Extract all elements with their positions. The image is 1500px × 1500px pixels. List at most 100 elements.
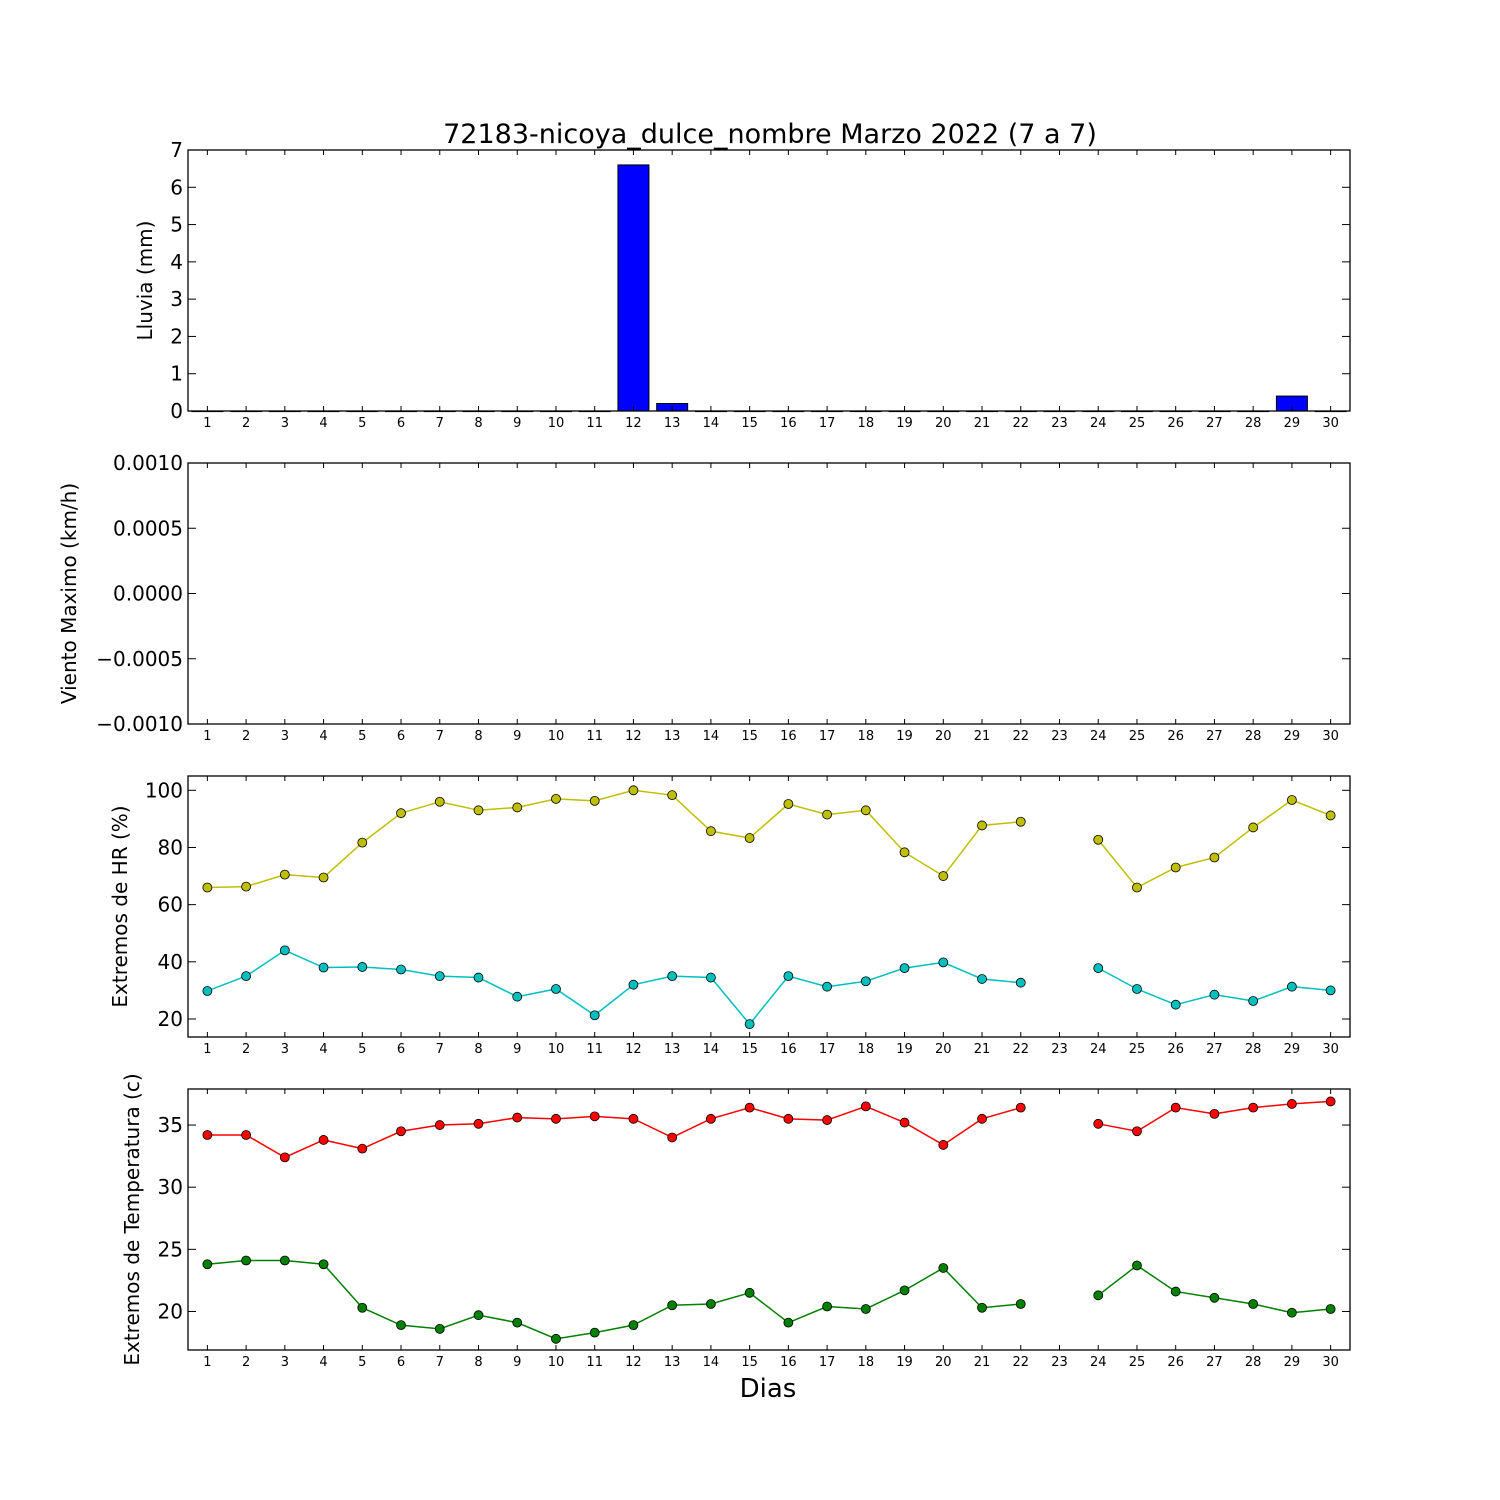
series-0-point-day-25 (1132, 1126, 1142, 1137)
x-tick-label: 22 (1012, 1042, 1029, 1057)
x-tick-label: 19 (896, 1042, 913, 1057)
x-tick-label: 1 (203, 1355, 211, 1370)
y-tick-label: 30 (158, 1175, 183, 1199)
x-tick-label: 23 (1051, 1042, 1068, 1057)
series-0-point-day-30 (1325, 810, 1336, 821)
series-0-point-day-2 (241, 1130, 252, 1140)
x-tick-label: 6 (397, 1355, 405, 1370)
series-1-point-day-18 (860, 1304, 871, 1314)
series-0-point-day-22 (1015, 816, 1026, 827)
x-tick-label: 9 (513, 416, 521, 431)
x-tick-label: 13 (664, 1355, 681, 1370)
series-0-point-day-13 (667, 1132, 678, 1143)
series-1-point-day-7 (434, 1323, 445, 1334)
series-1-point-day-10 (551, 1333, 561, 1344)
y-tick-label: 1 (170, 362, 183, 386)
series-0-point-day-29 (1287, 1099, 1297, 1109)
x-tick-label: 24 (1090, 729, 1107, 744)
x-tick-label: 14 (703, 416, 720, 431)
bar-day-12 (617, 164, 650, 412)
x-tick-label: 28 (1245, 1355, 1262, 1370)
series-0-point-day-9 (512, 802, 523, 813)
x-tick-label: 20 (935, 1355, 952, 1370)
x-tick-label: 7 (436, 416, 444, 431)
x-tick-label: 16 (780, 1042, 797, 1057)
x-tick-label: 25 (1129, 1042, 1146, 1057)
x-tick-label: 21 (974, 1355, 991, 1370)
series-1-point-day-25 (1132, 984, 1142, 994)
series-0-point-day-8 (473, 1118, 484, 1129)
y-axis-label: Extremos de HR (%) (108, 805, 132, 1007)
y-tick-label: −0.0005 (96, 647, 183, 671)
series-0-point-day-22 (1015, 1102, 1026, 1113)
x-tick-label: 21 (974, 416, 991, 431)
series-1-point-day-26 (1170, 1286, 1181, 1297)
x-tick-label: 23 (1051, 729, 1068, 744)
series-1-point-day-4 (318, 1259, 329, 1270)
series-1-point-day-28 (1248, 996, 1259, 1006)
series-1-point-day-28 (1248, 1299, 1259, 1309)
series-0-point-day-7 (434, 1120, 445, 1130)
series-0-point-day-21 (977, 1113, 987, 1124)
series-1-point-day-20 (938, 957, 949, 968)
x-tick-label: 27 (1206, 729, 1223, 744)
x-tick-label: 27 (1206, 416, 1223, 431)
series-0-point-day-5 (357, 837, 368, 848)
y-tick-label: 3 (170, 287, 183, 311)
series-1-point-day-21 (977, 974, 987, 984)
series-1-point-day-24 (1093, 963, 1104, 974)
series-0-point-day-10 (551, 1113, 561, 1124)
series-0-point-day-29 (1287, 795, 1297, 805)
x-tick-label: 3 (281, 416, 289, 431)
series-1-point-day-14 (706, 972, 716, 983)
series-1-point-day-7 (434, 971, 445, 982)
y-tick-label: 35 (158, 1113, 183, 1137)
x-tick-label: 11 (586, 729, 603, 744)
series-0-point-day-15 (744, 833, 755, 843)
y-tick-label: 80 (158, 835, 183, 859)
x-tick-label: 22 (1012, 729, 1029, 744)
x-tick-label: 28 (1245, 416, 1262, 431)
y-tick-label: 0.0005 (113, 516, 183, 540)
series-0-point-day-30 (1325, 1096, 1336, 1107)
x-tick-label: 17 (819, 1355, 836, 1370)
axes-frame (187, 149, 1351, 412)
series-1-point-day-14 (706, 1299, 716, 1309)
series-1-point-day-19 (899, 963, 910, 974)
series-1-point-day-12 (628, 1320, 639, 1331)
x-tick-label: 3 (281, 1355, 289, 1370)
series-1-point-day-5 (357, 962, 368, 972)
x-tick-label: 14 (703, 729, 720, 744)
x-tick-label: 8 (474, 729, 482, 744)
series-0-point-day-1 (202, 1130, 213, 1140)
x-tick-label: 21 (974, 1042, 991, 1057)
series-0-point-day-9 (512, 1112, 523, 1123)
x-tick-label: 19 (896, 416, 913, 431)
x-tick-label: 17 (819, 729, 836, 744)
x-tick-label: 9 (513, 1042, 521, 1057)
x-tick-label: 3 (281, 729, 289, 744)
series-1-point-day-2 (241, 1255, 252, 1266)
x-tick-label: 12 (625, 1355, 642, 1370)
series-1-point-day-5 (357, 1302, 368, 1313)
series-0-point-day-24 (1093, 1118, 1104, 1129)
x-tick-label: 4 (319, 1355, 327, 1370)
x-tick-label: 30 (1322, 1355, 1339, 1370)
y-tick-label: 2 (170, 324, 183, 348)
series-0-point-day-11 (589, 795, 600, 806)
x-tick-label: 15 (741, 1042, 758, 1057)
x-tick-label: 2 (242, 729, 250, 744)
x-tick-label: 5 (358, 729, 366, 744)
y-tick-label: 6 (170, 175, 183, 199)
x-tick-label: 30 (1322, 416, 1339, 431)
series-1-line-segment-0 (207, 949, 1021, 1026)
x-tick-label: 13 (664, 416, 681, 431)
series-1-point-day-22 (1015, 1299, 1026, 1309)
x-tick-label: 12 (625, 729, 642, 744)
y-tick-label: 100 (145, 778, 183, 802)
x-axis-label: Dias (740, 1374, 797, 1404)
series-0-point-day-19 (899, 847, 910, 858)
series-1-point-day-29 (1287, 981, 1297, 992)
x-tick-label: 17 (819, 416, 836, 431)
